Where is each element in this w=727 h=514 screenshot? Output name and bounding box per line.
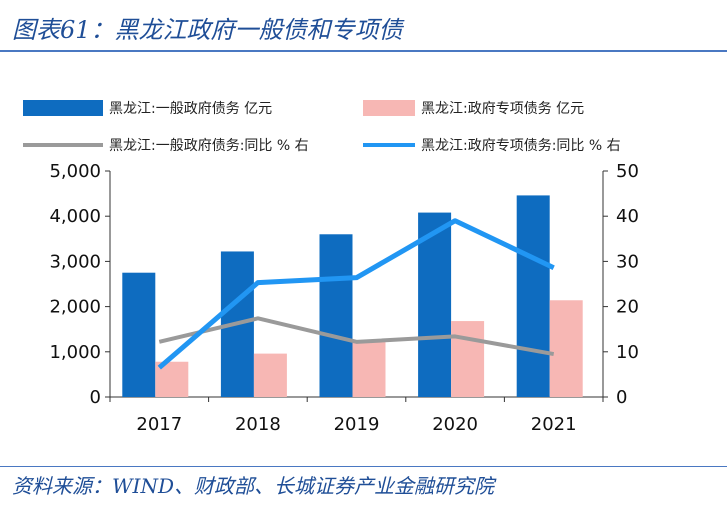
y-ticks-left: 0 1,000 2,000 3,000 4,000 5,000 <box>49 161 110 408</box>
x-tick-label: 2018 <box>235 414 281 435</box>
y-tick-right-label: 10 <box>616 342 639 363</box>
y-tick-right-label: 40 <box>616 206 639 227</box>
source-note: 资料来源：WIND、财政部、长城证券产业金融研究院 <box>12 474 494 498</box>
bar-general-debt <box>516 195 550 397</box>
y-tick-right-label: 50 <box>616 161 639 182</box>
bar-general-debt <box>122 272 156 397</box>
bar-general-debt <box>319 234 353 397</box>
y-tick-right-label: 20 <box>616 297 639 318</box>
footer-divider <box>0 466 727 467</box>
y-tick-left-label: 2,000 <box>49 297 101 318</box>
legend-label-special-yoy: 黑龙江:政府专项债务:同比 % 右 <box>421 138 621 154</box>
bar-special-debt <box>451 321 485 397</box>
x-ticks: 2017 2018 2019 2020 2021 <box>109 397 604 435</box>
y-tick-right-label: 0 <box>616 387 627 408</box>
y-tick-left-label: 5,000 <box>49 161 101 182</box>
y-tick-left-label: 0 <box>90 387 101 408</box>
legend: 黑龙江:一般政府债务 亿元 黑龙江:政府专项债务 亿元 黑龙江:一般政府债务:同… <box>23 100 621 154</box>
x-tick-label: 2021 <box>531 414 577 435</box>
x-tick-label: 2020 <box>432 414 478 435</box>
page-title: 图表61：黑龙江政府一般债和专项债 <box>12 16 403 44</box>
x-tick-label: 2019 <box>334 414 380 435</box>
title-divider <box>0 50 727 52</box>
bar-special-debt <box>352 341 386 397</box>
legend-label-special-debt: 黑龙江:政府专项债务 亿元 <box>421 101 584 117</box>
y-tick-right-label: 30 <box>616 251 639 272</box>
y-tick-left-label: 1,000 <box>49 342 101 363</box>
bars <box>122 195 583 397</box>
legend-swatch-special-debt <box>363 100 415 116</box>
legend-label-general-debt: 黑龙江:一般政府债务 亿元 <box>109 101 272 117</box>
bar-special-debt <box>549 300 583 397</box>
bar-general-debt <box>418 212 452 397</box>
bar-special-debt <box>253 353 287 397</box>
y-tick-left-label: 4,000 <box>49 206 101 227</box>
y-tick-left-label: 3,000 <box>49 251 101 272</box>
y-ticks-right: 0 10 20 30 40 50 <box>603 161 639 408</box>
legend-swatch-general-debt <box>23 100 103 116</box>
x-tick-label: 2017 <box>136 414 182 435</box>
lines <box>157 218 555 370</box>
legend-label-general-yoy: 黑龙江:一般政府债务:同比 % 右 <box>109 138 309 154</box>
